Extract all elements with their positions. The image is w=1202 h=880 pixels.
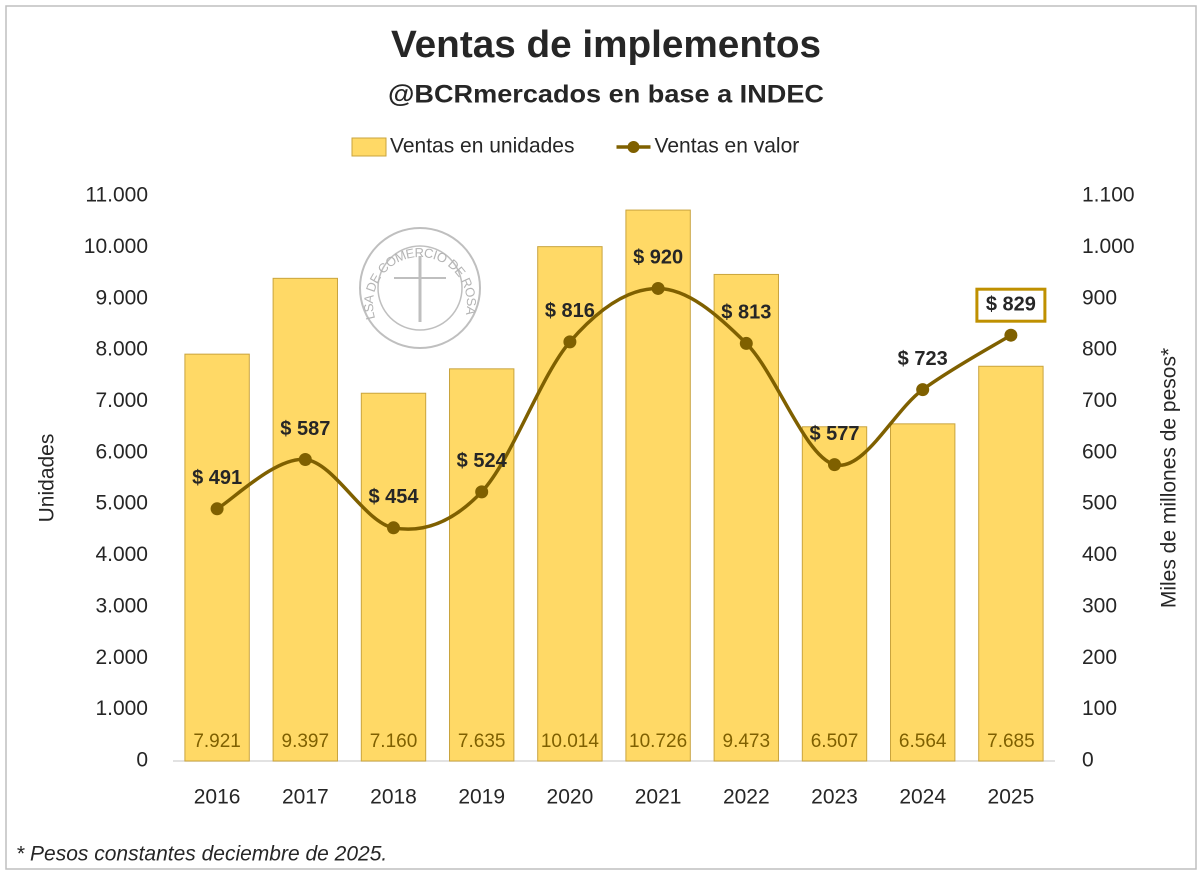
y-tick-label: 5.000 <box>95 492 148 515</box>
line-marker <box>1004 328 1018 342</box>
logo-ring <box>359 227 481 349</box>
y2-tick-label: 200 <box>1082 646 1117 669</box>
bar <box>625 209 691 762</box>
y-tick-label: 8.000 <box>95 338 148 361</box>
line-value-label: $ 577 <box>809 423 859 445</box>
x-tick-label: 2018 <box>370 786 417 809</box>
y2-tick-label: 700 <box>1082 389 1117 412</box>
y2-axis-label: Miles de millones de pesos* <box>1158 348 1181 608</box>
line-marker <box>210 502 224 516</box>
legend-label: Ventas en unidades <box>390 135 575 158</box>
bar <box>890 423 956 762</box>
logo-ring <box>377 245 463 331</box>
x-tick-label: 2025 <box>988 786 1035 809</box>
bar <box>184 353 250 762</box>
bar <box>713 273 779 762</box>
y-tick-label: 10.000 <box>84 235 148 258</box>
y2-tick-label: 0 <box>1082 749 1094 772</box>
y-tick-label: 1.000 <box>95 697 148 720</box>
y-tick-label: 3.000 <box>95 594 148 617</box>
line-value-label: $ 723 <box>898 348 948 370</box>
y2-tick-label: 300 <box>1082 594 1117 617</box>
line-marker <box>387 521 400 535</box>
y2-tick-label: 500 <box>1082 492 1117 515</box>
line <box>216 286 1012 531</box>
x-tick-label: 2021 <box>635 786 682 809</box>
line-marker <box>651 281 665 295</box>
x-tick-label: 2019 <box>458 786 505 809</box>
line-marker <box>916 383 930 397</box>
legend-swatch <box>351 137 387 157</box>
y-tick-label: 9.000 <box>95 286 148 309</box>
bar <box>801 426 868 762</box>
bar <box>449 368 515 762</box>
chart-subtitle: @BCRmercados en base a INDEC <box>388 81 824 109</box>
x-tick-label: 2020 <box>547 786 594 809</box>
bar-value-label: 7.160 <box>370 731 418 752</box>
legend: Ventas en unidades Ventas en valor <box>351 135 800 158</box>
legend-swatch <box>627 141 640 153</box>
line-value-label: $ 454 <box>368 486 419 508</box>
y2-tick-label: 100 <box>1082 697 1117 720</box>
bar-value-label: 6.564 <box>899 731 947 752</box>
line-value-label: $ 587 <box>280 418 330 440</box>
line-value-label: $ 813 <box>721 302 771 324</box>
y2-tick-label: 400 <box>1082 543 1117 566</box>
bar <box>537 246 603 762</box>
y2-tick-label: 800 <box>1082 338 1117 361</box>
line-marker <box>298 452 312 466</box>
y-tick-label: 2.000 <box>95 646 148 669</box>
line-value-label: $ 920 <box>633 247 683 269</box>
line-value-label: $ 829 <box>986 293 1036 315</box>
y2-tick-label: 600 <box>1082 440 1117 463</box>
bar-value-label: 7.635 <box>458 731 506 752</box>
legend-label: Ventas en valor <box>655 135 800 158</box>
x-tick-label: 2022 <box>723 786 770 809</box>
footnote: * Pesos constantes deciembre de 2025. <box>16 843 387 866</box>
chart-title: Ventas de implementos <box>391 24 821 66</box>
line-marker <box>563 335 577 349</box>
y-tick-label: 4.000 <box>95 543 148 566</box>
bar <box>272 277 338 762</box>
bar <box>360 392 427 762</box>
bar-value-label: 7.685 <box>987 731 1035 752</box>
line-value-label: $ 816 <box>545 300 595 322</box>
line-value-label: $ 491 <box>192 467 242 489</box>
y-tick-label: 11.000 <box>85 184 148 207</box>
bar-value-label: 10.014 <box>541 731 600 752</box>
x-tick-label: 2023 <box>811 786 858 809</box>
bar <box>978 365 1044 762</box>
bar-value-label: 7.921 <box>193 731 241 752</box>
x-tick-label: 2016 <box>194 786 241 809</box>
y-tick-label: 0 <box>136 749 148 772</box>
y-tick-label: 7.000 <box>95 389 148 412</box>
bar-value-label: 9.473 <box>723 731 771 752</box>
line-marker <box>739 336 753 350</box>
bar-value-label: 10.726 <box>629 731 687 752</box>
y2-tick-label: 1.100 <box>1082 184 1135 207</box>
line-marker <box>828 458 841 472</box>
line-marker <box>475 485 489 499</box>
line-value-label: $ 524 <box>457 450 508 472</box>
y-axis-label: Unidades <box>36 434 59 523</box>
x-tick-label: 2024 <box>899 786 946 809</box>
y2-tick-label: 1.000 <box>1082 235 1135 258</box>
y-tick-label: 6.000 <box>95 440 148 463</box>
x-tick-label: 2017 <box>282 786 329 809</box>
y2-tick-label: 900 <box>1082 286 1117 309</box>
bar-value-label: 6.507 <box>811 731 859 752</box>
bar-value-label: 9.397 <box>282 731 330 752</box>
highlight-box <box>975 287 1047 323</box>
